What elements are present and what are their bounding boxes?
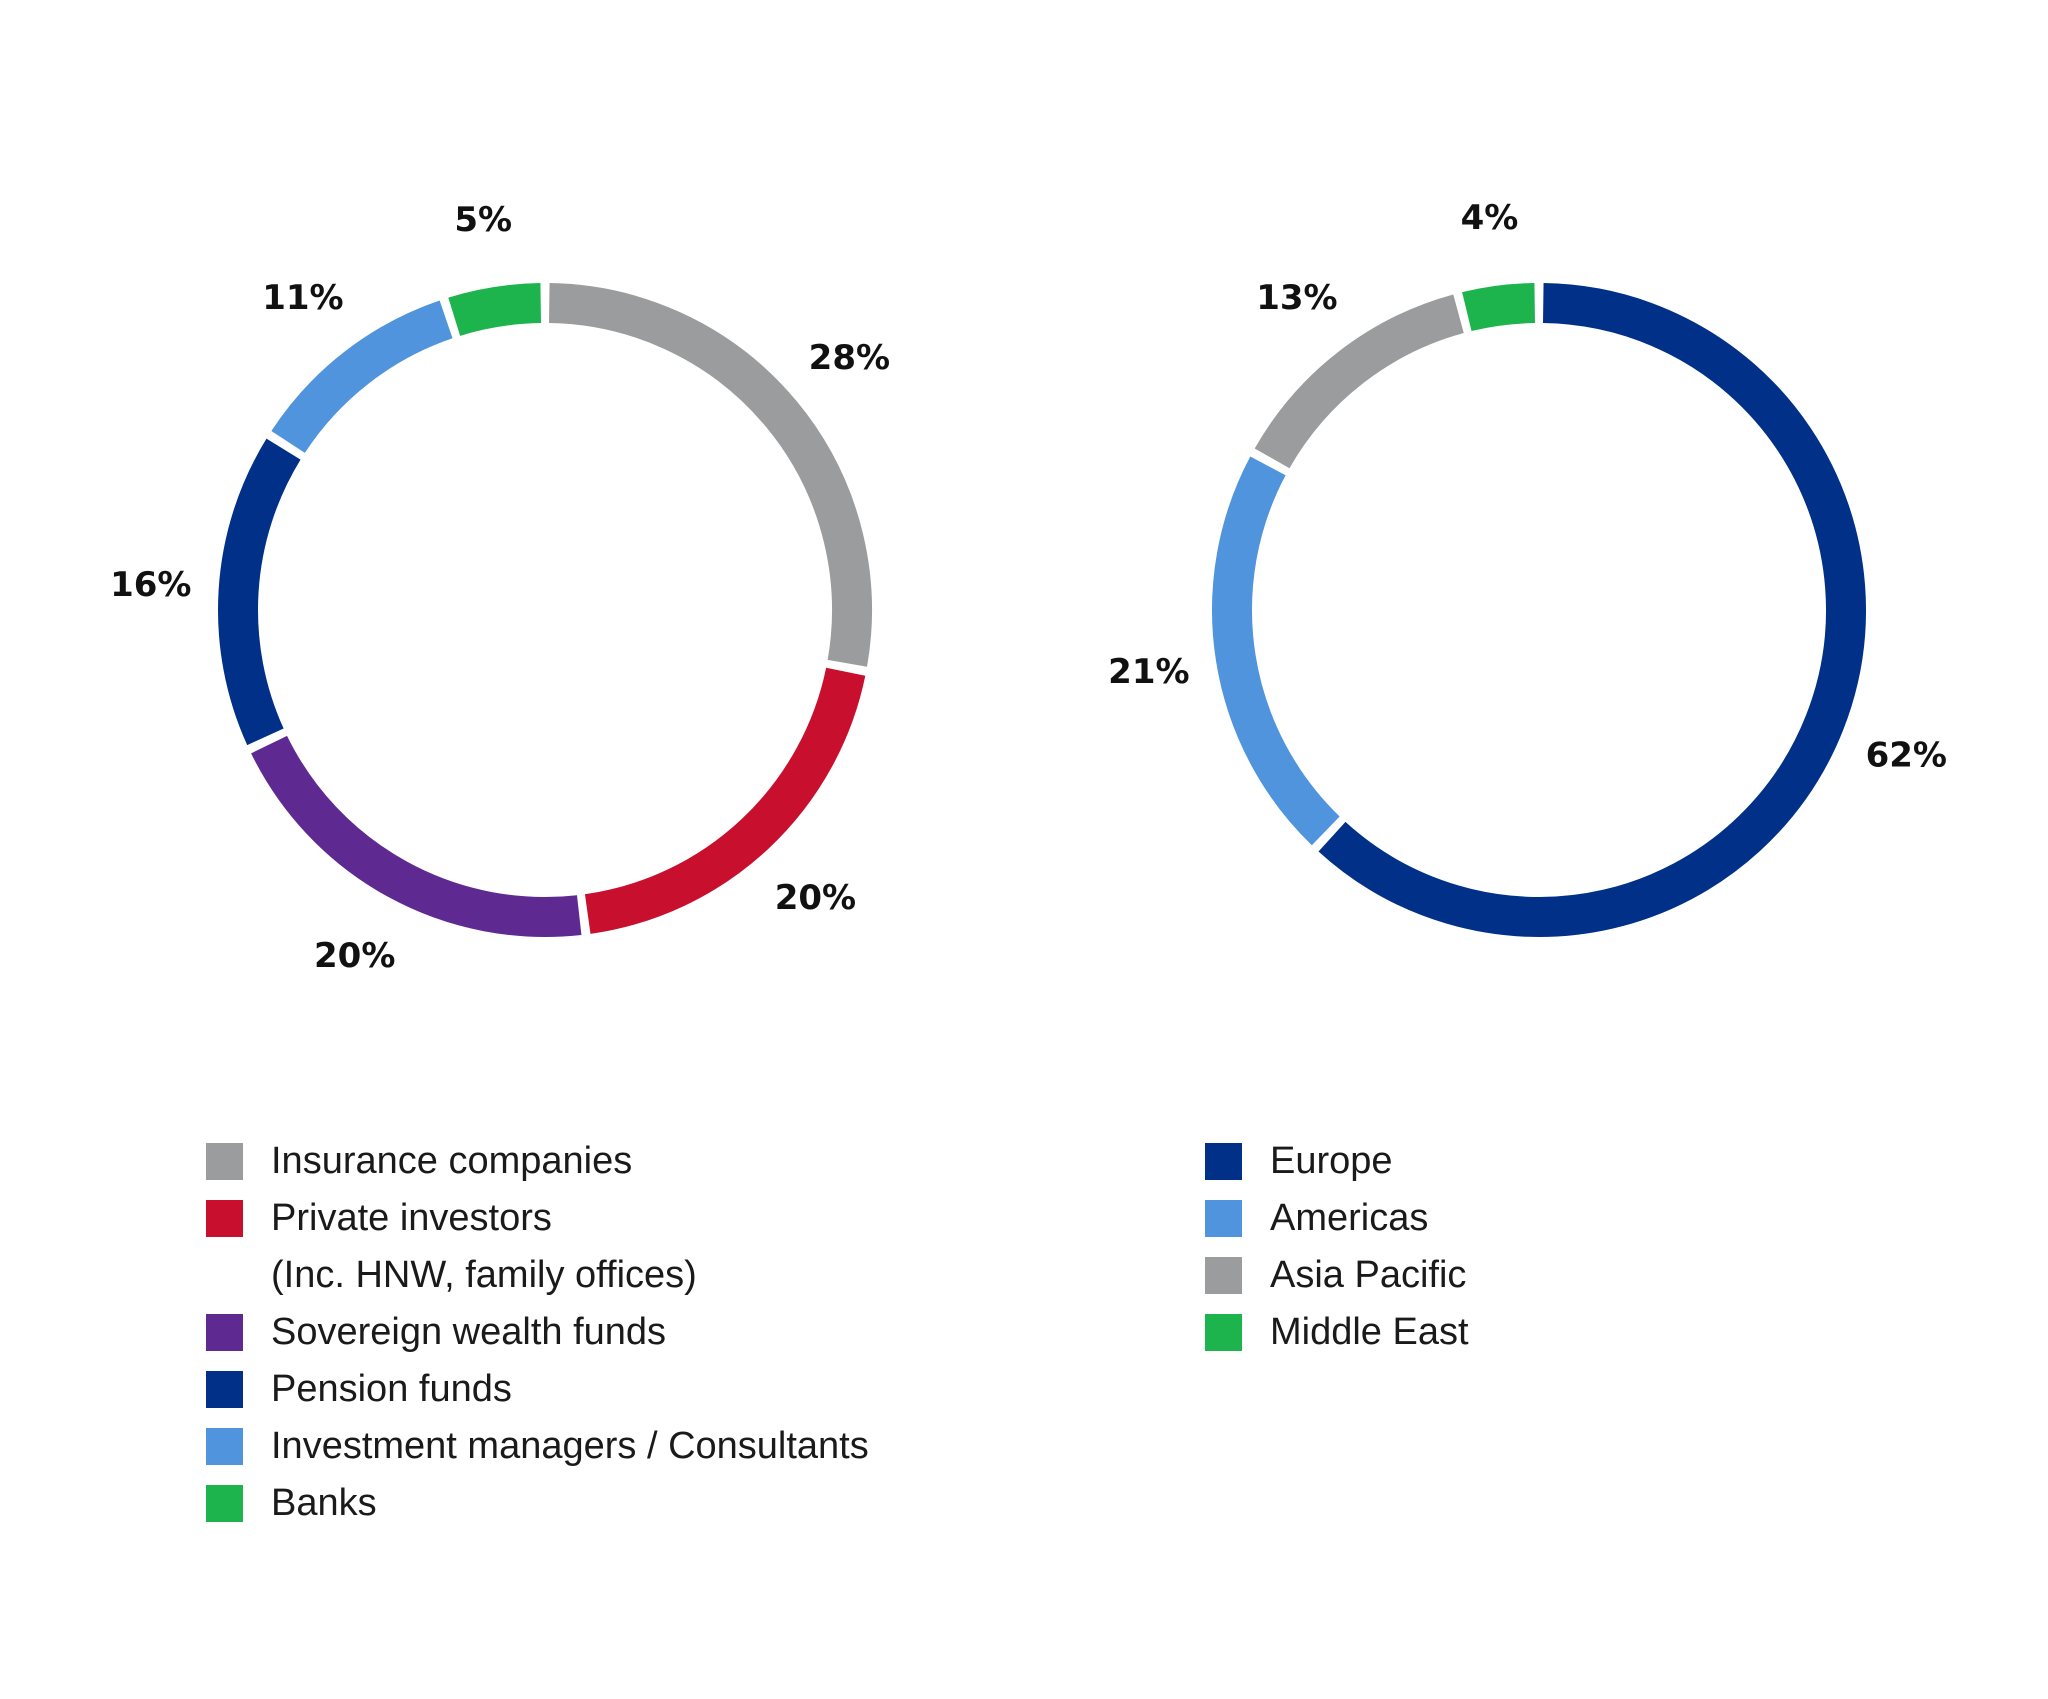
- slice-insurance-companies: [548, 283, 872, 667]
- legend-item-americas: Americas: [1205, 1190, 1469, 1247]
- legend-swatch: [206, 1428, 243, 1465]
- slice-pension-funds: [218, 438, 301, 746]
- data-label-sovereign-wealth-funds: 20%: [314, 936, 395, 976]
- donut-chart-1: 28% 20% 20% 16% 11% 5%: [110, 200, 890, 976]
- legend-label: Europe: [1270, 1133, 1393, 1190]
- region-legend: Europe Americas Asia Pacific Middle East: [1205, 1133, 1469, 1361]
- legend-swatch: [206, 1200, 243, 1237]
- legend-label: Middle East: [1270, 1304, 1469, 1361]
- data-label-banks: 5%: [454, 200, 512, 240]
- legend-label: Insurance companies: [271, 1133, 632, 1190]
- legend-label-line: Investment managers / Consultants: [271, 1425, 869, 1467]
- donut-chart-2: 62% 21% 13% 4%: [1108, 198, 1947, 937]
- legend-swatch: [1205, 1314, 1242, 1351]
- legend-item-europe: Europe: [1205, 1133, 1469, 1190]
- legend-item-asia-pacific: Asia Pacific: [1205, 1247, 1469, 1304]
- legend-swatch: [206, 1143, 243, 1180]
- investor-type-legend: Insurance companies Private investors (Inc…: [206, 1133, 869, 1532]
- legend-swatch: [206, 1485, 243, 1522]
- slice-americas: [1212, 456, 1340, 846]
- legend-item-sovereign-wealth-funds: Sovereign wealth funds: [206, 1304, 869, 1361]
- data-label-pension-funds: 16%: [110, 565, 191, 605]
- slice-banks: [448, 283, 542, 336]
- legend-label: Investment managers / Consultants: [271, 1418, 869, 1475]
- legend-label: Asia Pacific: [1270, 1247, 1466, 1304]
- slice-europe: [1318, 283, 1866, 937]
- legend-swatch: [206, 1314, 243, 1351]
- data-label-private-investors-inc-hnw-family-offices: 20%: [775, 878, 856, 918]
- data-label-asia-pacific: 13%: [1256, 278, 1337, 318]
- legend-label-line: Sovereign wealth funds: [271, 1311, 667, 1353]
- legend-label-line: Middle East: [1270, 1311, 1469, 1353]
- legend-label-line: Americas: [1270, 1197, 1429, 1239]
- legend-label: Private investors (Inc. HNW, family offic…: [271, 1190, 697, 1304]
- legend-label-line: Private investors: [271, 1197, 552, 1239]
- data-label-europe: 62%: [1866, 735, 1947, 775]
- legend-item-banks: Banks: [206, 1475, 869, 1532]
- legend-item-investment-managers-consultants: Investment managers / Consultants: [206, 1418, 869, 1475]
- legend-swatch: [1205, 1200, 1242, 1237]
- slice-sovereign-wealth-funds: [251, 735, 582, 937]
- legend-label-line: Banks: [271, 1482, 377, 1524]
- data-label-middle-east: 4%: [1461, 198, 1519, 238]
- data-label-insurance-companies: 28%: [809, 338, 890, 378]
- legend-item-middle-east: Middle East: [1205, 1304, 1469, 1361]
- legend-label: Americas: [1270, 1190, 1428, 1247]
- legend-item-insurance-companies: Insurance companies: [206, 1133, 869, 1190]
- legend-label-line: Europe: [1270, 1140, 1393, 1182]
- legend-label-line: Asia Pacific: [1270, 1254, 1467, 1296]
- data-label-investment-managers-consultants: 11%: [262, 278, 343, 318]
- slice-asia-pacific: [1254, 294, 1464, 469]
- legend-label: Sovereign wealth funds: [271, 1304, 666, 1361]
- slice-private-investors-inc-hnw-family-offices: [584, 667, 866, 934]
- legend-item-pension-funds: Pension funds: [206, 1361, 869, 1418]
- legend-label-line: (Inc. HNW, family offices): [271, 1254, 697, 1296]
- legend-label-line: Insurance companies: [271, 1140, 633, 1182]
- data-label-americas: 21%: [1108, 652, 1189, 692]
- legend-label-line: Pension funds: [271, 1368, 512, 1410]
- legend-label: Pension funds: [271, 1361, 512, 1418]
- legend-swatch: [1205, 1143, 1242, 1180]
- legend-label: Banks: [271, 1475, 377, 1532]
- slice-investment-managers-consultants: [271, 300, 453, 454]
- legend-swatch: [206, 1371, 243, 1408]
- slice-middle-east: [1462, 283, 1536, 332]
- legend-item-private-investors: Private investors (Inc. HNW, family offic…: [206, 1190, 869, 1304]
- legend-swatch: [1205, 1257, 1242, 1294]
